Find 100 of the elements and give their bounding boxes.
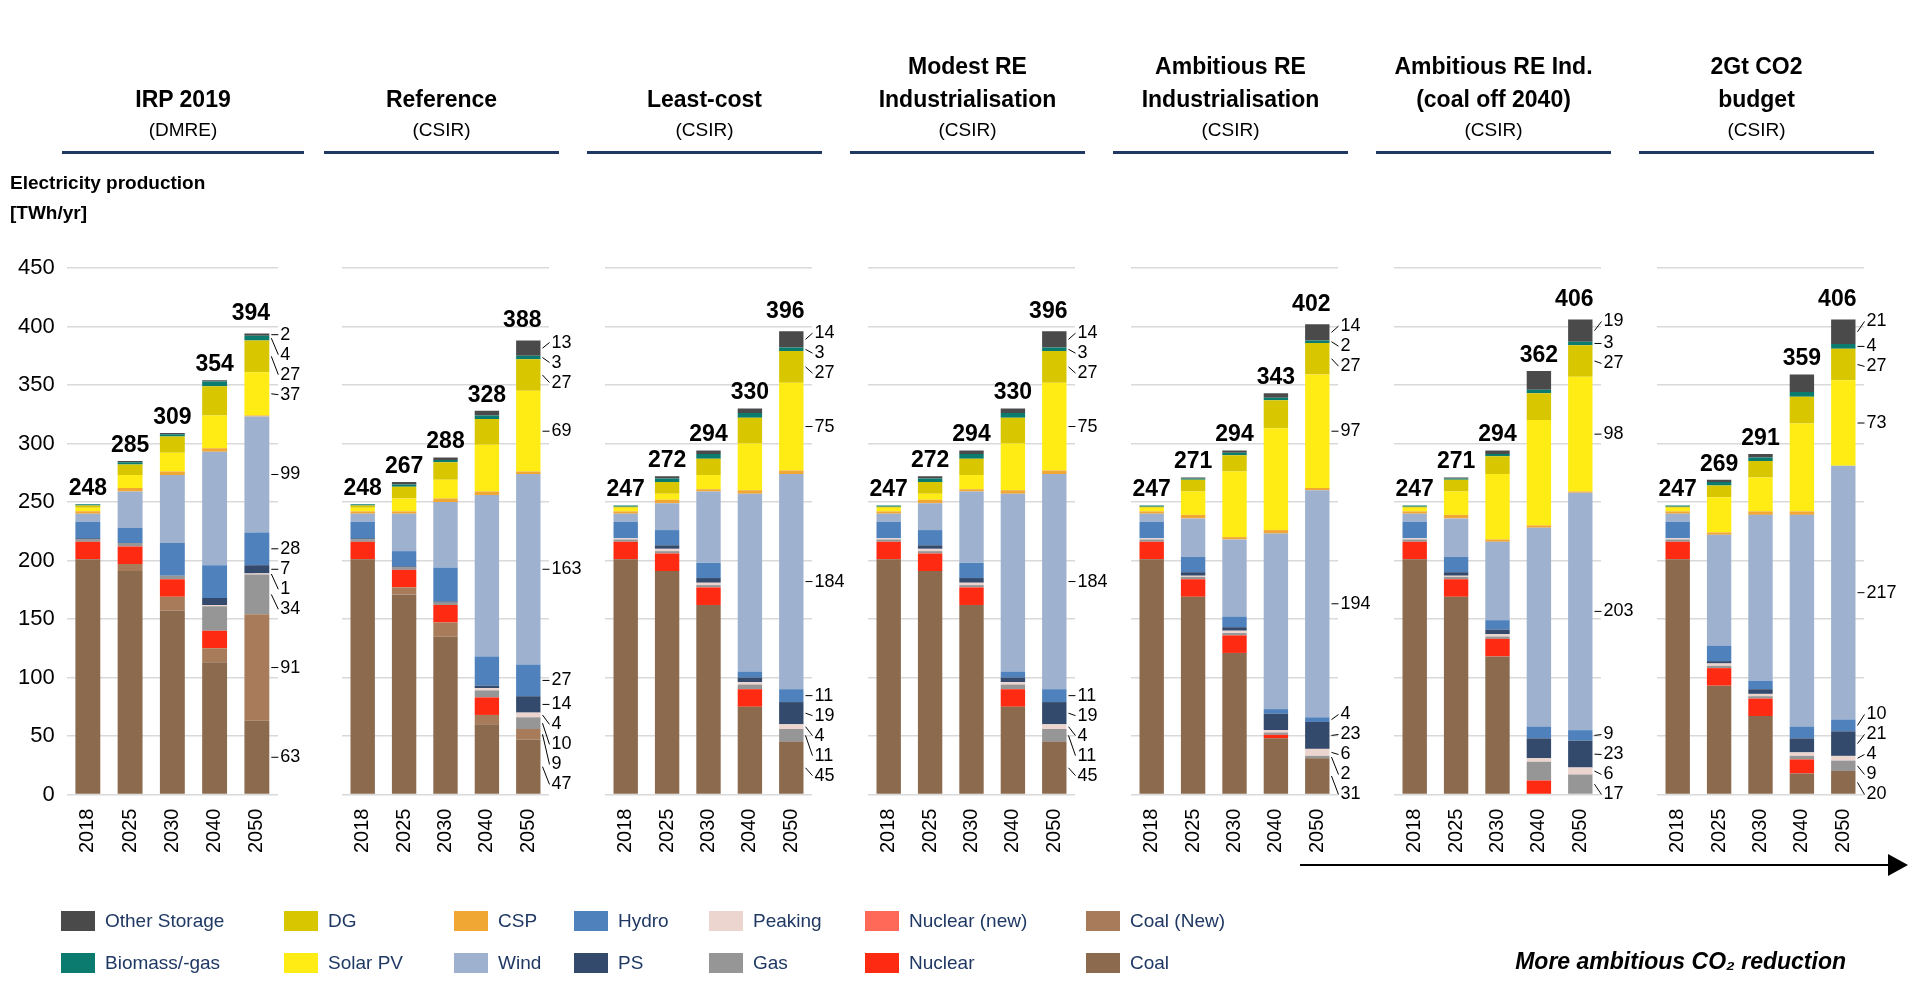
legend-label: Solar PV [328, 952, 403, 974]
x-tick-label: 2025 [917, 808, 940, 854]
total-label: 272 [647, 446, 687, 473]
data-label: 1 [280, 578, 291, 599]
data-label: 19 [814, 704, 835, 725]
legend-label: CSP [498, 910, 538, 932]
data-label: 17 [1603, 783, 1624, 804]
chart-subtitle: (CSIR) [675, 118, 734, 142]
total-label: 247 [1395, 475, 1434, 502]
data-label: 11 [814, 744, 834, 765]
legend-label: Hydro [618, 910, 669, 932]
total-label: 285 [110, 430, 150, 457]
x-tick-label: 2025 [391, 808, 414, 854]
total-label: 362 [1519, 340, 1559, 367]
data-label: 47 [551, 773, 572, 794]
chart-subtitle: (DMRE) [148, 118, 218, 142]
x-tick-label: 2040 [1789, 808, 1812, 854]
data-label: 9 [551, 753, 562, 774]
data-label: 11 [1077, 744, 1097, 765]
data-label: 184 [814, 570, 845, 591]
data-label: 69 [551, 420, 572, 441]
x-tick-label: 2040 [474, 808, 497, 854]
data-label: 3 [1603, 332, 1614, 353]
total-label: 288 [426, 427, 465, 454]
data-label: 27 [814, 362, 835, 383]
chart-subtitle: (CSIR) [412, 118, 471, 142]
x-tick-label: 2040 [737, 808, 760, 854]
total-label: 294 [689, 420, 728, 447]
chart-subtitle: (CSIR) [938, 118, 997, 142]
x-tick-label: 2040 [1000, 808, 1023, 854]
data-label: 21 [1866, 310, 1887, 331]
total-label: 271 [1173, 447, 1213, 474]
x-tick-label: 2025 [1706, 808, 1729, 854]
x-tick-label: 2025 [1443, 808, 1466, 854]
data-label: 2 [1340, 335, 1351, 356]
data-label: 184 [1077, 570, 1108, 591]
data-label: 19 [1077, 704, 1098, 725]
chart-title: Ambitious RE Industrialisation [1141, 52, 1320, 114]
x-tick-label: 2030 [1222, 808, 1245, 854]
x-tick-label: 2025 [654, 808, 677, 854]
data-label: 27 [1866, 355, 1887, 376]
data-label: 45 [814, 764, 835, 785]
data-label: 4 [551, 713, 562, 734]
data-label: 27 [1077, 362, 1098, 383]
data-label: 28 [280, 537, 301, 558]
total-label: 248 [68, 474, 108, 501]
total-label: 343 [1256, 363, 1296, 390]
total-label: 294 [1478, 420, 1517, 447]
total-label: 406 [1818, 285, 1857, 312]
chart-title: 2Gt CO2 budget [1710, 52, 1803, 114]
data-label: 34 [280, 598, 301, 619]
total-label: 247 [869, 475, 908, 502]
data-label: 31 [1340, 783, 1361, 804]
data-label: 14 [814, 322, 835, 343]
data-label: 14 [1340, 315, 1361, 336]
x-tick-label: 2050 [1567, 808, 1590, 854]
x-tick-label: 2030 [696, 808, 719, 854]
data-label: 23 [1340, 723, 1361, 744]
total-label: 267 [384, 451, 424, 478]
x-tick-label: 2050 [1304, 808, 1327, 854]
total-label: 271 [1436, 447, 1476, 474]
y-tick-label: 50 [30, 722, 55, 748]
chart-title: Reference [385, 85, 498, 114]
x-tick-label: 2018 [613, 808, 636, 854]
total-label: 388 [503, 306, 542, 333]
legend-label: Gas [753, 952, 788, 974]
legend-label: DG [328, 910, 357, 932]
total-label: 406 [1555, 285, 1594, 312]
data-label: 91 [280, 656, 301, 677]
data-label: 2 [1340, 763, 1351, 784]
total-label: 402 [1292, 290, 1331, 316]
data-label: 27 [1340, 355, 1361, 376]
data-label: 27 [1603, 352, 1624, 373]
total-label: 248 [343, 474, 383, 501]
data-label: 4 [1340, 703, 1351, 724]
legend-label: PS [618, 952, 644, 974]
data-label: 6 [1340, 743, 1351, 764]
total-label: 272 [910, 446, 950, 473]
y-tick-label: 0 [42, 780, 55, 806]
data-label: 27 [551, 371, 572, 392]
chart-subtitle: (CSIR) [1201, 118, 1260, 142]
data-label: 3 [1077, 342, 1088, 363]
total-label: 247 [1658, 475, 1697, 502]
data-label: 99 [280, 463, 301, 484]
data-label: 9 [1866, 763, 1877, 784]
x-tick-label: 2040 [1263, 808, 1286, 854]
legend-label: Coal [1130, 952, 1170, 974]
x-tick-label: 2018 [876, 808, 899, 854]
data-label: 4 [280, 343, 291, 364]
data-label: 10 [1866, 703, 1887, 724]
data-label: 14 [551, 693, 572, 714]
y-tick-label: 300 [17, 429, 55, 455]
legend-label: Nuclear [909, 952, 975, 974]
data-label: 14 [1077, 322, 1098, 343]
y-tick-label: 400 [17, 312, 55, 338]
chart-title: IRP 2019 [135, 85, 231, 114]
data-label: 73 [1866, 412, 1887, 432]
legend-label: Other Storage [105, 910, 225, 932]
total-label: 359 [1782, 344, 1822, 371]
x-tick-label: 2030 [959, 808, 982, 854]
